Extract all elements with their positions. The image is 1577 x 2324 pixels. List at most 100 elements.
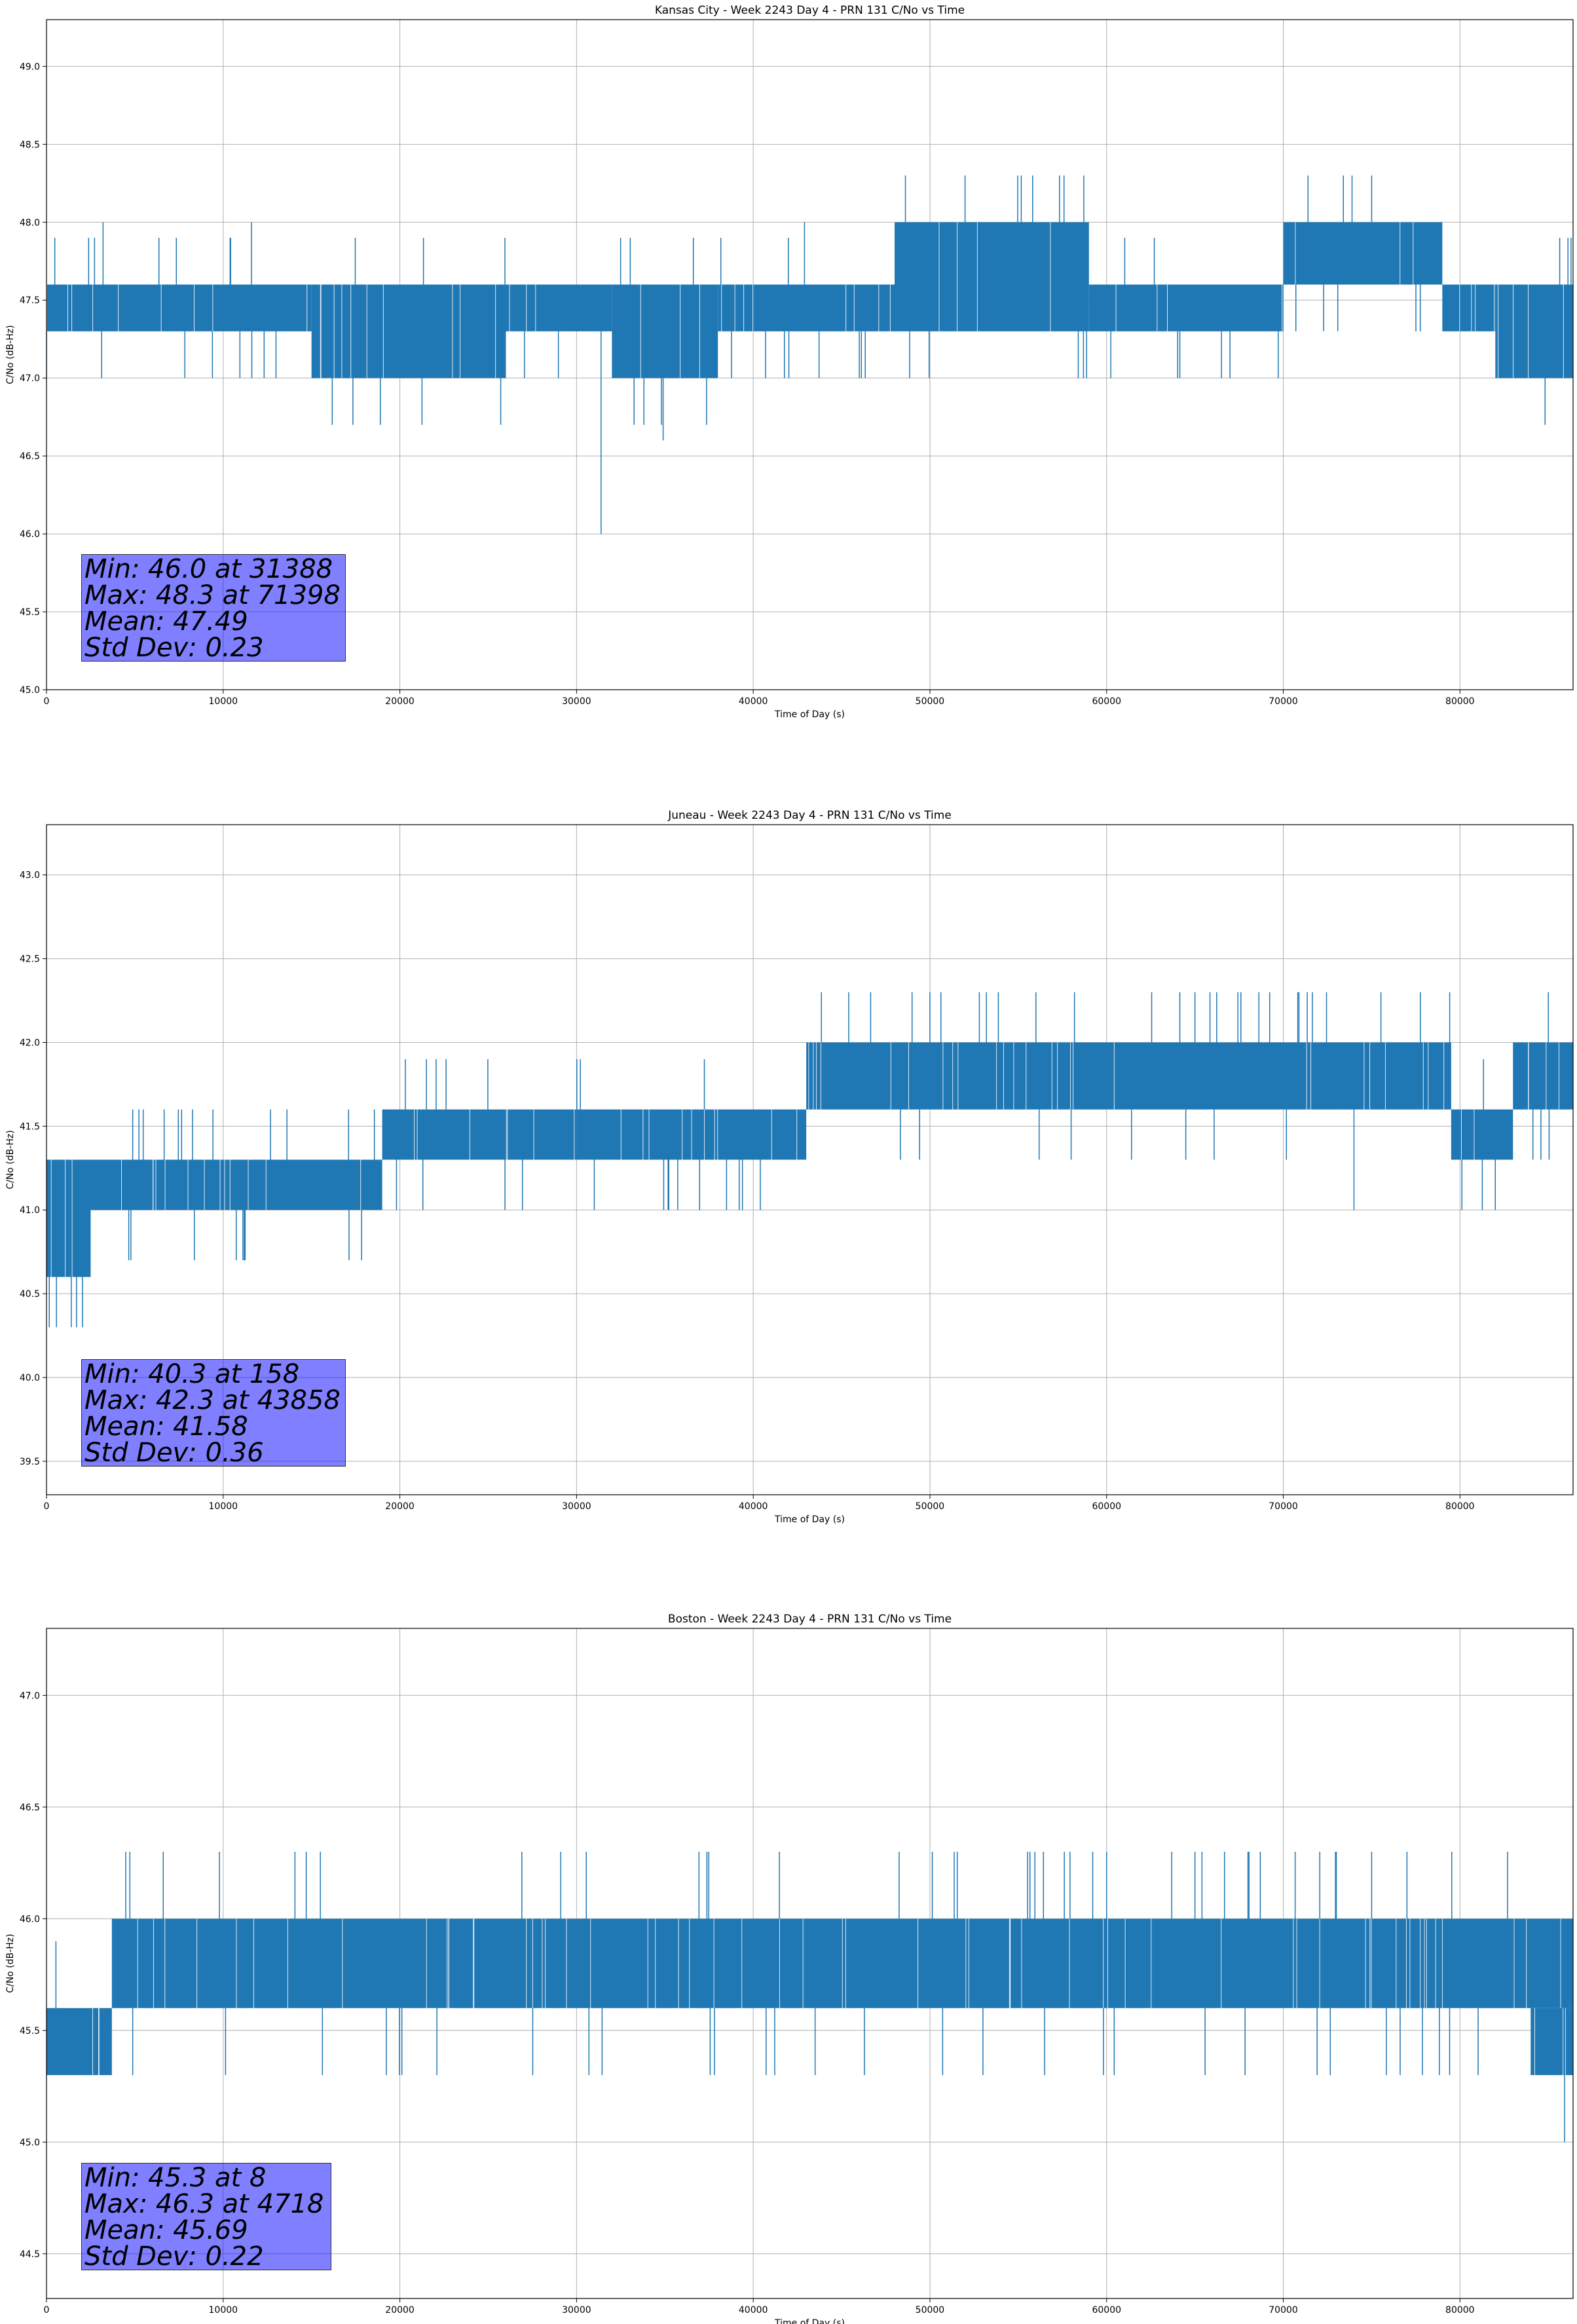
series-gap	[350, 284, 352, 379]
series-band	[1495, 284, 1573, 379]
series-gap	[1010, 1919, 1011, 2008]
series-gap	[816, 1042, 817, 1110]
chart-title: Juneau - Week 2243 Day 4 - PRN 131 C/No …	[667, 809, 952, 822]
series-gap	[1310, 1042, 1312, 1110]
series-gap	[265, 1159, 267, 1210]
x-tick-label: 50000	[916, 1501, 945, 1512]
series-gap	[1124, 1919, 1126, 2008]
x-tick-label: 0	[44, 1501, 50, 1512]
series-gap	[1526, 1919, 1527, 2008]
series-gap	[771, 1109, 772, 1160]
y-tick-label: 43.0	[20, 871, 40, 881]
y-tick-label: 42.5	[20, 954, 40, 965]
stats-line: Min: 46.0 at 31388	[84, 554, 333, 584]
x-tick-label: 70000	[1269, 696, 1298, 707]
y-tick-label: 49.0	[20, 62, 40, 72]
series-gap	[699, 284, 700, 379]
stats-box: Min: 46.0 at 31388 Max: 48.3 at 71398 Mean…	[81, 554, 346, 662]
series-gap	[1426, 1919, 1427, 2008]
y-tick-label: 46.5	[20, 451, 40, 462]
series-gap	[164, 1919, 166, 2008]
x-tick-label: 30000	[562, 2305, 591, 2315]
series-gap	[342, 1919, 343, 2008]
series-gap	[1070, 1042, 1071, 1110]
series-gap	[779, 1919, 780, 2008]
series-gap	[976, 222, 978, 331]
series-gap	[532, 1919, 533, 2008]
stats-line: Max: 48.3 at 71398	[84, 580, 341, 610]
chart-panel-2: 0 10000 20000 30000 40000 50000 60000 70000 8000…	[5, 809, 1574, 1525]
series-gap	[160, 284, 162, 331]
series-gap	[526, 284, 527, 331]
x-tick-label: 60000	[1092, 2305, 1121, 2315]
series-gap	[473, 1919, 475, 2008]
x-tick-label: 80000	[1445, 696, 1475, 707]
plot-frame	[46, 824, 1574, 1495]
series-gap	[1471, 284, 1472, 331]
stats-line: Max: 42.3 at 43858	[84, 1385, 341, 1415]
y-tick-label: 40.5	[20, 1289, 40, 1300]
series-gap	[938, 222, 940, 331]
series-gap	[121, 1159, 122, 1210]
series-gap	[1013, 1042, 1014, 1110]
chart-panel-1: 0 10000 20000 30000 40000 50000 60000 70000 8000…	[5, 4, 1574, 720]
series-gap	[194, 284, 195, 331]
series-gap	[495, 284, 496, 379]
stats-line: Std Dev: 0.23	[84, 633, 264, 663]
series-gap	[253, 1919, 254, 2008]
series-gap	[545, 1919, 546, 2008]
series-line	[46, 175, 1573, 534]
stats-line: Min: 45.3 at 8	[84, 2163, 267, 2193]
series-gap	[845, 1919, 846, 2008]
series-gap	[360, 1159, 362, 1210]
y-tick-label: 39.5	[20, 1457, 40, 1467]
x-tick-label: 50000	[916, 2305, 945, 2315]
y-tick-label: 48.0	[20, 217, 40, 228]
series-gap	[640, 284, 641, 379]
series-gap	[678, 1919, 679, 2008]
series-gap	[306, 284, 308, 331]
y-axis-label: C/No (dB-Hz)	[5, 1934, 16, 1993]
series-line	[46, 992, 1573, 1328]
series-gap	[743, 284, 745, 331]
series-gap	[248, 1159, 249, 1210]
series-band	[382, 1109, 577, 1160]
series-gap	[620, 1109, 622, 1160]
x-tick-label: 50000	[916, 696, 945, 707]
x-tick-label: 80000	[1445, 2305, 1475, 2315]
series-gap	[1103, 1919, 1104, 2008]
series-gap	[1113, 1042, 1115, 1110]
series-gap	[853, 284, 855, 331]
x-axis-label: Time of Day (s)	[774, 2318, 845, 2324]
y-axis-label: C/No (dB-Hz)	[5, 1130, 16, 1189]
series-gap	[1009, 1919, 1010, 2008]
series-gap	[1441, 1919, 1443, 2008]
x-tick-label: 0	[44, 696, 50, 707]
series-gap	[741, 1919, 743, 2008]
series-gap	[92, 2008, 94, 2075]
y-tick-label: 40.0	[20, 1373, 40, 1383]
stats-box: Min: 45.3 at 8 Max: 46.3 at 4718 Mean: 45.…	[81, 2163, 331, 2270]
series-band	[46, 1159, 91, 1277]
series-gap	[957, 1042, 959, 1110]
y-tick-label: 47.5	[20, 295, 40, 306]
series-gap	[452, 284, 453, 379]
series-gap	[1528, 284, 1529, 379]
series-gap	[1107, 1919, 1108, 2008]
series-band	[1531, 2008, 1573, 2075]
chart-panel-3: 0 10000 20000 30000 40000 50000 60000 70000 8000…	[5, 1613, 1574, 2324]
y-tick-label: 46.0	[20, 529, 40, 540]
series-band	[311, 284, 506, 379]
y-axis-label: C/No (dB-Hz)	[5, 325, 16, 384]
series-gap	[1021, 1919, 1022, 2008]
series-gap	[1459, 284, 1460, 331]
y-tick-label: 41.0	[20, 1205, 40, 1216]
y-tick-label: 48.5	[20, 140, 40, 150]
x-tick-label: 30000	[562, 1501, 591, 1512]
series-gap	[1513, 1919, 1515, 2008]
series-gap	[889, 284, 891, 331]
series-gap	[1365, 1919, 1366, 2008]
series-gap	[1424, 1919, 1425, 2008]
stats-line: Max: 46.3 at 4718	[84, 2189, 324, 2219]
